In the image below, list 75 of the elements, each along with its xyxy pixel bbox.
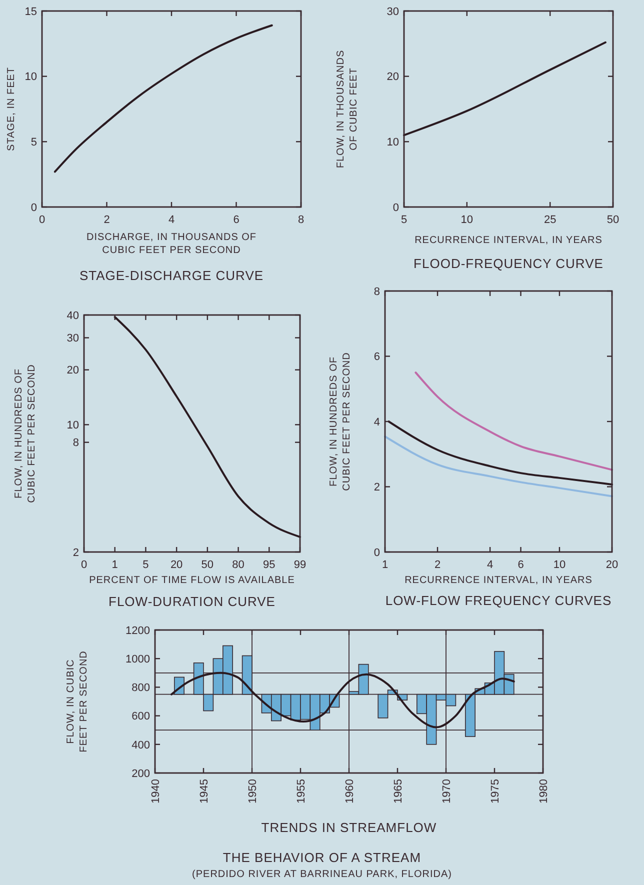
x-tick-label: 10	[553, 559, 566, 571]
x-tick-label: 50	[606, 214, 620, 226]
x-tick-label: 4	[168, 214, 175, 226]
x-tick-label: 2	[434, 559, 441, 571]
y-tick-label: 2	[72, 546, 79, 559]
y-tick-label: 10	[66, 420, 79, 432]
x-tick-label: 4	[486, 559, 494, 571]
x-tick-label: 1965	[392, 779, 404, 804]
y-axis-title: FLOW, IN CUBIC FEET PER SECOND	[66, 650, 90, 752]
text: TRENDS IN STREAMFLOW	[261, 820, 437, 835]
text: (PERDIDO RIVER AT BARRINEAU PARK, FLORIDA)	[192, 869, 452, 880]
x-tick-label: 99	[294, 559, 306, 571]
x-tick-label: 1975	[489, 779, 502, 804]
x-tick-label: 1945	[198, 779, 210, 804]
y-axis-title: FLOW, IN THOUSANDS OF CUBIC FEET	[336, 50, 360, 168]
y-axis-title: FLOW, IN HUNDREDS OF CUBIC FEET PER SECOND	[14, 364, 38, 503]
x-tick-label: 6	[518, 559, 524, 571]
x-tick-label: 0	[80, 559, 88, 571]
y-tick-label: 6	[374, 351, 380, 364]
y-tick-label: 1200	[126, 624, 150, 637]
y-axis-title: STAGE, IN FEET	[6, 66, 17, 152]
y-tick-label: 400	[132, 739, 150, 752]
y-tick-label: 40	[66, 310, 79, 322]
y-tick-label: 8	[374, 286, 380, 298]
y-tick-label: 600	[132, 710, 150, 723]
y-tick-label: 10	[386, 136, 399, 149]
x-tick-label: 5	[400, 214, 408, 226]
x-tick-label: 80	[232, 559, 244, 571]
x-tick-label: 10	[460, 214, 474, 226]
x-axis-title: DISCHARGE, IN THOUSANDS OF CUBIC FEET PER SECOND	[86, 232, 257, 256]
x-tick-label: 8	[298, 214, 304, 226]
y-tick-label: 20	[66, 364, 79, 377]
y-tick-label: 15	[24, 6, 37, 18]
x-tick-label: 25	[544, 214, 556, 226]
x-tick-label: 1940	[150, 779, 162, 804]
x-tick-label: 95	[263, 559, 276, 571]
line-series	[170, 672, 515, 728]
x-axis-title: PERCENT OF TIME FLOW IS AVAILABLE	[89, 575, 295, 586]
x-tick-label: 1960	[344, 779, 356, 804]
x-tick-label: 6	[233, 214, 240, 226]
y-tick-label: 0	[30, 202, 37, 214]
y-tick-label: 5	[30, 136, 37, 149]
y-tick-label: 2	[374, 482, 380, 494]
y-tick-label: 8	[72, 437, 79, 450]
x-tick-label: 1970	[440, 779, 453, 804]
x-tick-label: 1980	[538, 779, 550, 804]
text: LOW-FLOW FREQUENCY CURVES	[385, 593, 612, 608]
x-tick-label: 20	[606, 559, 618, 571]
y-tick-label: 30	[386, 6, 399, 18]
y-tick-label: 20	[386, 71, 399, 84]
x-axis-title: RECURRENCE INTERVAL, IN YEARS	[414, 235, 602, 246]
x-tick-label: 1955	[295, 779, 308, 804]
x-tick-label: 1950	[246, 779, 259, 804]
y-tick-label: 1000	[126, 653, 150, 666]
y-axis-title: FLOW, IN HUNDREDS OF CUBIC FEET PER SECOND	[328, 352, 352, 491]
text: THE BEHAVIOR OF A STREAM	[222, 850, 422, 865]
x-tick-label: 50	[201, 559, 214, 571]
y-tick-label: 800	[132, 682, 150, 694]
y-tick-label: 10	[24, 71, 37, 84]
x-tick-label: 0	[38, 214, 46, 226]
y-tick-label: 4	[374, 416, 380, 428]
x-axis-title: RECURRENCE INTERVAL, IN YEARS	[404, 575, 592, 586]
y-tick-label: 30	[66, 332, 79, 345]
line-series	[114, 316, 301, 538]
x-tick-label: 1	[382, 559, 388, 571]
text: STAGE-DISCHARGE CURVE	[79, 268, 264, 283]
line-series	[54, 24, 273, 173]
x-tick-label: 20	[170, 559, 183, 571]
text: FLOW-DURATION CURVE	[108, 594, 276, 609]
x-tick-label: 2	[104, 214, 110, 226]
y-tick-label: 200	[132, 768, 150, 780]
y-tick-label: 0	[374, 546, 380, 559]
x-tick-label: 1	[112, 559, 118, 571]
text: FLOOD-FREQUENCY CURVE	[414, 256, 604, 271]
y-tick-label: 0	[392, 202, 399, 214]
